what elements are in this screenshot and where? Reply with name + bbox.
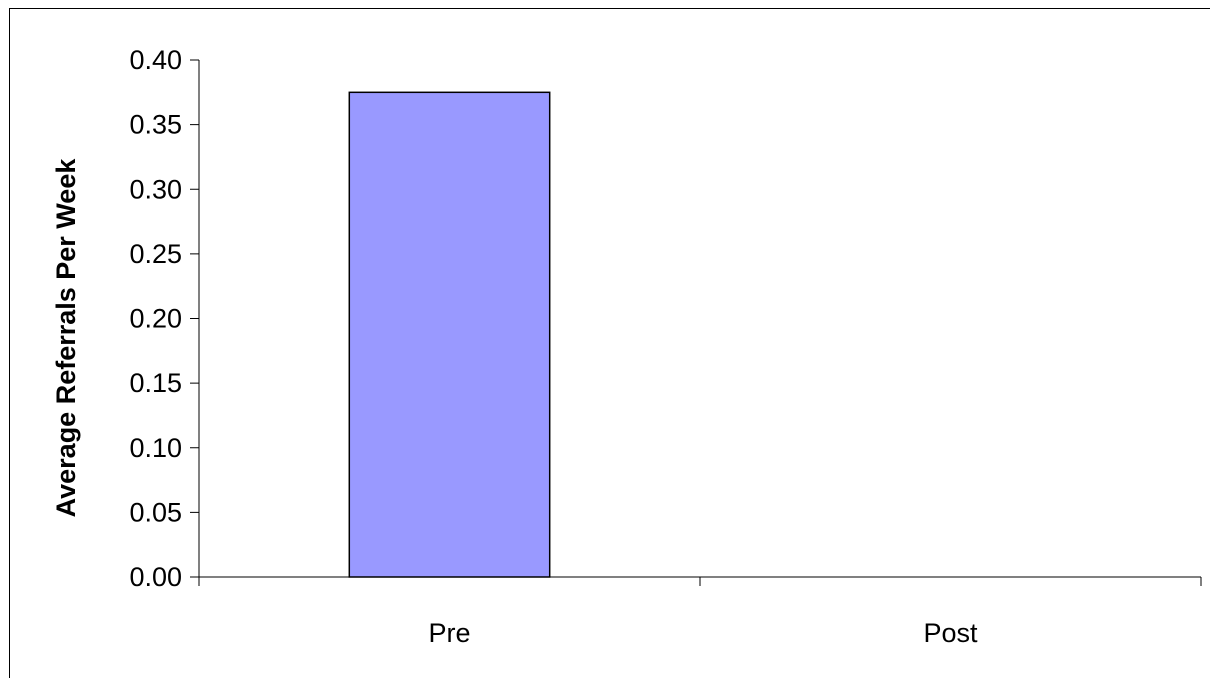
y-axis-tick-labels: 0.00 0.05 0.10 0.15 0.20 0.25 0.30 0.35 0.40 — [129, 45, 182, 592]
y-axis-title: Average Referrals Per Week — [51, 158, 81, 518]
y-tick-label-1: 0.05 — [129, 497, 182, 527]
y-tick-label-8: 0.40 — [129, 45, 182, 75]
y-tick-label-2: 0.10 — [129, 433, 182, 463]
chart-frame — [9, 8, 1210, 678]
y-tick-label-7: 0.35 — [129, 110, 182, 140]
y-tick-label-3: 0.15 — [129, 368, 182, 398]
y-tick-label-6: 0.30 — [129, 174, 182, 204]
y-tick-label-0: 0.00 — [129, 562, 182, 592]
x-tick-label-pre: Pre — [428, 618, 470, 648]
bar-pre — [348, 91, 551, 578]
y-tick-label-5: 0.25 — [129, 239, 182, 269]
x-tick-label-post: Post — [923, 618, 978, 648]
y-tick-label-4: 0.20 — [129, 304, 182, 334]
x-axis-ticks — [198, 577, 1202, 586]
y-axis-ticks — [190, 59, 199, 578]
bars — [348, 91, 551, 578]
x-axis-tick-labels: Pre Post — [428, 618, 978, 648]
